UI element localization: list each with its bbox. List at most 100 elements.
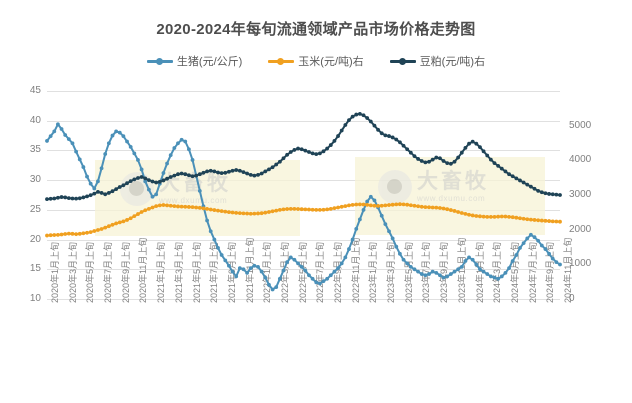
series-point [121, 183, 126, 188]
series-point [168, 153, 173, 158]
legend-swatch-soymeal-icon [389, 56, 416, 66]
series-point [227, 263, 231, 268]
series-point [63, 195, 68, 200]
series-point [328, 143, 333, 147]
series-point [52, 233, 57, 237]
series-point [74, 196, 79, 201]
series-point [401, 202, 406, 207]
y2-tick-label: 2000 [569, 223, 592, 235]
series-point [168, 203, 173, 208]
series-point [452, 269, 457, 274]
series-point [176, 204, 180, 209]
series-point [314, 207, 319, 212]
series-point [456, 155, 461, 160]
series-point [376, 127, 380, 132]
series-point [532, 186, 537, 191]
series-point [190, 174, 195, 179]
series-point [376, 204, 380, 208]
series-point [237, 266, 242, 270]
series-point [227, 210, 231, 215]
series-point [48, 196, 53, 201]
series-point [143, 179, 148, 184]
series-point [74, 232, 79, 237]
series-point [303, 207, 308, 212]
series-point [398, 140, 402, 145]
series-point [328, 273, 333, 278]
series-point [554, 219, 559, 224]
series-point [66, 231, 71, 236]
gridline [47, 299, 560, 300]
y-tick-label: 40 [29, 114, 41, 126]
y2-tick-label: 0 [569, 293, 575, 304]
series-point [205, 169, 209, 174]
series-point [368, 194, 373, 199]
series-point [390, 135, 395, 140]
series-point [441, 159, 446, 163]
series-point [292, 206, 297, 211]
series-point [183, 139, 188, 144]
legend-item-corn[interactable]: 玉米(元/吨)右 [268, 53, 364, 69]
series-point [136, 176, 140, 180]
series-point [96, 228, 100, 232]
series-point [419, 159, 424, 163]
series-point [412, 203, 417, 208]
series-point [539, 190, 544, 195]
series-point [277, 276, 282, 281]
series-point [558, 193, 562, 197]
series-point [536, 188, 541, 193]
series-point [394, 244, 399, 249]
series-point [354, 112, 359, 117]
series-point [492, 275, 497, 280]
series-point [481, 149, 486, 154]
series-point [117, 185, 122, 189]
series-point [361, 202, 366, 207]
series-point [81, 231, 86, 236]
series-point [292, 148, 297, 152]
series-point [448, 161, 453, 166]
series-point [463, 145, 468, 150]
series-point [503, 169, 508, 174]
series-point [379, 203, 384, 208]
legend-swatch-corn-icon [268, 56, 295, 66]
series-point [445, 207, 450, 212]
series-point [507, 266, 511, 270]
series-point [347, 203, 351, 208]
series-point [372, 198, 377, 203]
series-point [165, 176, 169, 181]
series-point [136, 212, 140, 216]
series-point [45, 233, 49, 238]
series-point [383, 203, 388, 208]
series-point [165, 161, 169, 166]
series-point [325, 276, 330, 281]
y-tick-label: 15 [29, 263, 41, 275]
series-point [528, 217, 533, 222]
series-point [456, 210, 461, 214]
legend-item-soymeal[interactable]: 豆粕(元/吨)右 [389, 53, 485, 69]
series-point [496, 214, 501, 219]
legend-item-pig[interactable]: 生猪(元/公斤) [146, 53, 242, 69]
series-point [223, 258, 228, 263]
series-point [558, 262, 562, 267]
series-point [427, 205, 431, 210]
series-point [92, 229, 97, 233]
series-point [434, 270, 439, 275]
series-point [205, 218, 209, 223]
series-point [70, 231, 75, 236]
chart-legend: 生猪(元/公斤) 玉米(元/吨)右 豆粕(元/吨)右 [0, 53, 632, 69]
series-point [339, 261, 344, 266]
series-point [317, 281, 322, 286]
series-point [223, 209, 228, 214]
series-point [230, 168, 235, 173]
series-point [405, 261, 410, 266]
series-point [521, 180, 526, 185]
series-point [456, 267, 461, 272]
series-point [521, 216, 526, 221]
series-point [474, 214, 479, 218]
series-point [88, 181, 93, 186]
series-point [445, 274, 450, 279]
series-point [288, 206, 293, 211]
series-point [77, 157, 82, 162]
series-point [543, 247, 548, 251]
series-point [474, 141, 479, 146]
series-point [45, 139, 49, 143]
